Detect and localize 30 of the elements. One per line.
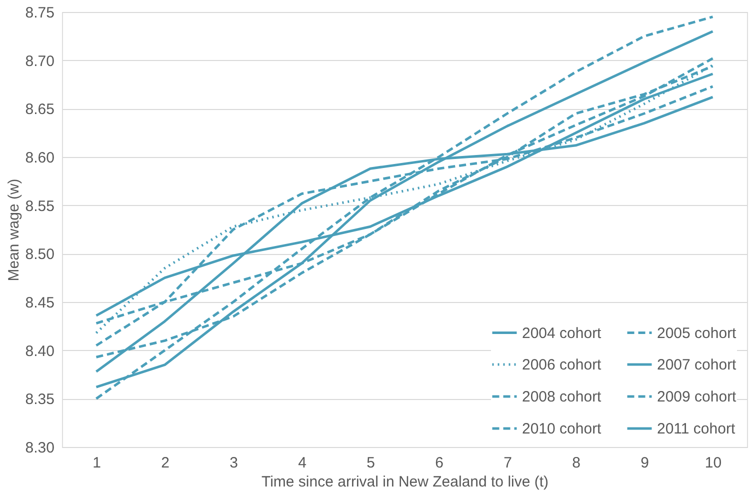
y-axis-title: Mean wage (w): [5, 178, 22, 282]
y-tick-label: 8.30: [25, 440, 54, 456]
y-tick-label: 8.40: [25, 342, 54, 360]
legend-label: 2005 cohort: [657, 324, 738, 342]
x-tick-label: 1: [92, 454, 101, 472]
legend-label: 2011 cohort: [657, 420, 736, 438]
x-tick-label: 10: [704, 454, 722, 472]
legend-label: 2006 cohort: [522, 356, 602, 374]
x-tick-label: 8: [572, 454, 580, 472]
y-tick-label: 8.35: [25, 391, 54, 408]
legend-label: 2004 cohort: [522, 324, 602, 342]
legend-label: 2009 cohort: [657, 388, 738, 406]
y-tick-label: 8.55: [25, 198, 54, 215]
x-tick-label: 2: [161, 454, 170, 472]
x-axis-title: Time since arrival in New Zealand to live (t): [261, 474, 549, 490]
legend-label: 2007 cohort: [657, 356, 738, 374]
legend-label: 2010 cohort: [522, 420, 602, 438]
y-tick-label: 8.75: [25, 4, 54, 22]
y-tick-label: 8.50: [25, 246, 54, 264]
x-tick-label: 4: [298, 454, 306, 472]
y-tick-label: 8.65: [25, 101, 54, 118]
x-tick-label: 7: [504, 454, 512, 472]
x-tick-label: 6: [435, 454, 444, 472]
y-tick-label: 8.70: [25, 52, 54, 70]
x-tick-label: 3: [230, 454, 238, 472]
x-tick-label: 9: [640, 454, 649, 472]
y-tick-label: 8.45: [25, 294, 54, 312]
legend-label: 2008 cohort: [522, 388, 602, 406]
x-tick-label: 5: [366, 454, 375, 472]
y-tick-label: 8.60: [25, 150, 54, 166]
